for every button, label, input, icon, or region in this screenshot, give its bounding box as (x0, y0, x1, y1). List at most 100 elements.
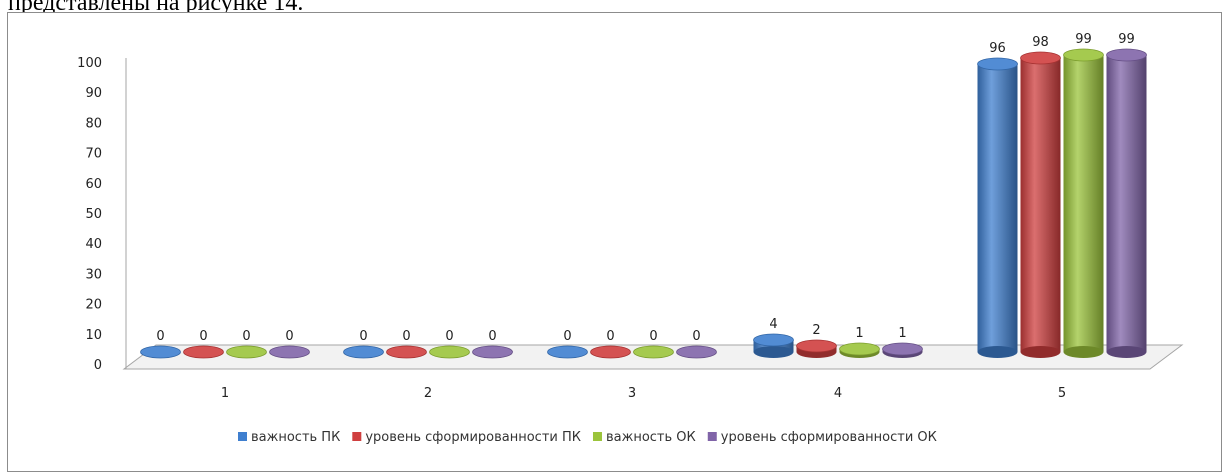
data-label: 0 (445, 329, 453, 344)
data-label: 0 (359, 329, 367, 344)
bar-top (676, 345, 717, 359)
bar-body (1106, 55, 1147, 352)
y-tick-label: 50 (85, 207, 102, 222)
bar (796, 339, 837, 358)
y-tick-label: 20 (85, 298, 102, 313)
data-label: 0 (285, 329, 293, 344)
chart-frame (7, 12, 1222, 472)
bar (1063, 48, 1104, 358)
x-tick-label: 2 (424, 386, 432, 401)
data-label: 0 (156, 329, 164, 344)
bar-body (1063, 55, 1104, 352)
legend-item: уровень сформированности ОК (707, 430, 937, 445)
bar-top (753, 333, 794, 347)
bar-base (977, 346, 1018, 358)
bar (547, 345, 588, 359)
legend-item: важность ОК (592, 430, 696, 445)
data-label: 0 (199, 329, 207, 344)
y-tick-label: 0 (94, 358, 102, 373)
legend-label: уровень сформированности ПК (365, 430, 581, 445)
bar (226, 345, 267, 359)
y-tick-label: 70 (85, 147, 102, 162)
bar (839, 342, 880, 358)
bar-top (1106, 48, 1147, 62)
bar (1020, 51, 1061, 358)
bar-top (796, 339, 837, 353)
bar (1106, 48, 1147, 358)
data-label: 0 (563, 329, 571, 344)
legend-swatch (592, 432, 602, 441)
data-label: 96 (989, 41, 1006, 56)
data-label: 0 (692, 329, 700, 344)
bar-top (226, 345, 267, 359)
bar-top (1063, 48, 1104, 62)
bar (472, 345, 513, 359)
legend: важность ПК уровень сформированности ПК ва… (238, 430, 937, 445)
bar (269, 345, 310, 359)
data-label: 99 (1075, 32, 1092, 47)
bar (882, 342, 923, 358)
bar (590, 345, 631, 359)
bar-top (429, 345, 470, 359)
y-tick-label: 40 (85, 237, 102, 252)
x-axis-labels: 1 2 3 4 5 (221, 386, 1066, 401)
bar-top (882, 342, 923, 356)
bar-top (839, 342, 880, 356)
bar-base (1020, 346, 1061, 358)
bar (676, 345, 717, 359)
bar-top (590, 345, 631, 359)
data-label: 2 (812, 323, 820, 338)
data-label: 0 (649, 329, 657, 344)
data-label: 99 (1118, 32, 1135, 47)
bar (183, 345, 224, 359)
x-tick-label: 5 (1058, 386, 1066, 401)
data-label: 98 (1032, 35, 1049, 50)
bar (633, 345, 674, 359)
data-label: 1 (855, 326, 863, 341)
y-axis: 0 10 20 30 40 50 60 70 80 90 100 (77, 56, 127, 373)
bar-top (386, 345, 427, 359)
y-tick-label: 90 (85, 86, 102, 101)
bar-base (1106, 346, 1147, 358)
bar-top (269, 345, 310, 359)
bar-top (633, 345, 674, 359)
data-label: 4 (769, 317, 777, 332)
x-tick-label: 1 (221, 386, 229, 401)
y-tick-label: 80 (85, 116, 102, 131)
legend-item: важность ПК (238, 430, 340, 445)
bar-base (753, 346, 794, 358)
bars (140, 48, 1147, 359)
bar-top (547, 345, 588, 359)
data-label: 0 (402, 329, 410, 344)
bar-top (472, 345, 513, 359)
bar-base (1063, 346, 1104, 358)
y-tick-label: 30 (85, 267, 102, 282)
bar-top (183, 345, 224, 359)
legend-label: важность ОК (606, 430, 696, 445)
y-tick-label: 10 (85, 328, 102, 343)
bar-body (977, 64, 1018, 352)
data-labels: 0 0 0 0 0 0 0 0 0 0 0 0 4 2 1 1 96 98 99 99 (156, 32, 1134, 344)
legend-label: важность ПК (251, 430, 340, 445)
legend-item: уровень сформированности ПК (352, 430, 581, 445)
bar (343, 345, 384, 359)
bar (140, 345, 181, 359)
bar-chart: 0 10 20 30 40 50 60 70 80 90 100 0 0 0 0 0 0 0 0 0 0 0 0 4 2 1 1 9… (77, 32, 1184, 445)
x-tick-label: 4 (834, 386, 842, 401)
bar-top (343, 345, 384, 359)
data-label: 0 (242, 329, 250, 344)
bar-top (1020, 51, 1061, 65)
bar-top (977, 57, 1018, 71)
legend-swatch (707, 432, 717, 441)
legend-label: уровень сформированности ОК (721, 430, 937, 445)
legend-swatch (352, 432, 362, 441)
bar-top (140, 345, 181, 359)
bar (977, 57, 1018, 358)
bar (386, 345, 427, 359)
y-tick-label: 100 (77, 56, 102, 71)
x-tick-label: 3 (628, 386, 636, 401)
bar (753, 333, 794, 358)
legend-swatch (238, 432, 247, 441)
y-tick-label: 60 (85, 177, 102, 192)
data-label: 0 (488, 329, 496, 344)
